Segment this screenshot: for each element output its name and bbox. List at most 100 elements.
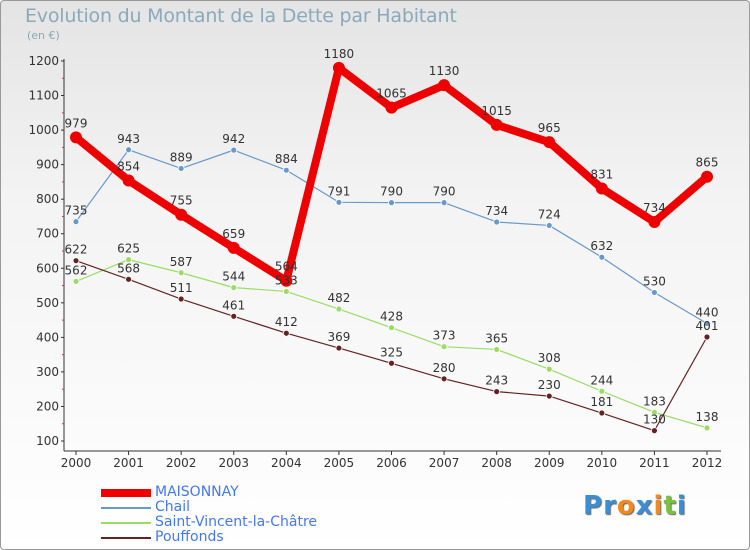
data-point (703, 333, 711, 341)
x-tick-label: 2002 (166, 456, 197, 470)
data-label: 308 (538, 351, 561, 365)
y-tick-label: 700 (36, 227, 59, 241)
data-point (282, 329, 290, 337)
data-point (651, 289, 658, 296)
logo-letter: o (616, 491, 636, 521)
data-label: 325 (380, 345, 403, 359)
data-point (72, 257, 80, 265)
y-tick-label: 100 (36, 434, 59, 448)
legend-item: Pouffonds (101, 530, 317, 545)
data-label: 735 (65, 204, 88, 218)
data-point (125, 256, 132, 264)
y-tick-label: 800 (36, 192, 59, 206)
data-point (335, 344, 343, 352)
data-point (227, 241, 240, 254)
legend-swatch (101, 506, 151, 509)
legend-label: Chail (155, 499, 191, 515)
x-tick-label: 2008 (481, 456, 512, 470)
data-label: 428 (380, 310, 403, 324)
x-tick-label: 2001 (113, 456, 144, 470)
data-label: 568 (117, 261, 140, 275)
x-tick-label: 2012 (692, 456, 723, 470)
data-label: 622 (65, 243, 88, 257)
data-label: 790 (433, 185, 456, 199)
data-point (388, 199, 395, 207)
data-label: 244 (590, 373, 613, 387)
data-point (545, 222, 553, 229)
data-label: 373 (433, 329, 456, 343)
logo-letter: r (603, 491, 617, 521)
data-label: 625 (117, 242, 140, 256)
data-point (598, 387, 606, 395)
data-label: 138 (696, 410, 719, 424)
data-point (335, 305, 343, 313)
data-point (385, 101, 398, 114)
y-tick-label: 400 (36, 330, 59, 344)
y-tick-label: 900 (36, 158, 59, 172)
legend-item: Saint-Vincent-la-Châtre (101, 515, 317, 530)
data-point (125, 146, 132, 154)
data-label: 632 (590, 239, 613, 253)
data-point (177, 165, 185, 172)
data-point (651, 408, 658, 416)
data-label: 734 (485, 204, 508, 218)
data-label: 564 (275, 260, 298, 274)
x-tick-label: 2004 (271, 456, 302, 470)
logo-letter: i (653, 491, 664, 521)
data-point (440, 343, 448, 351)
legend-swatch (101, 521, 151, 524)
data-point (543, 136, 556, 149)
proxiti-logo: Proxiti (583, 491, 687, 521)
data-label: 440 (696, 306, 719, 320)
data-label: 884 (275, 152, 298, 166)
data-label: 724 (538, 207, 561, 221)
legend-item: Chail (101, 500, 317, 515)
data-point (598, 253, 606, 261)
data-point (175, 208, 188, 221)
legend-swatch (101, 536, 151, 539)
data-label: 243 (485, 374, 508, 388)
y-tick-label: 600 (36, 261, 59, 275)
data-point (440, 199, 448, 207)
data-label: 130 (643, 413, 666, 427)
data-label: 942 (222, 132, 245, 146)
data-point (282, 166, 290, 174)
data-label: 181 (590, 395, 613, 409)
data-point (388, 324, 395, 332)
data-point (490, 118, 503, 131)
data-label: 1065 (376, 87, 407, 101)
data-label: 790 (380, 185, 403, 199)
data-point (177, 269, 185, 277)
data-point (545, 365, 553, 373)
data-point (388, 359, 395, 367)
data-label: 183 (643, 394, 666, 408)
data-point (598, 409, 606, 417)
data-point (70, 131, 82, 144)
legend-label: Pouffonds (155, 529, 224, 545)
data-point (280, 274, 293, 287)
chart-unit-label: (en €) (27, 29, 60, 42)
x-tick-label: 2011 (639, 456, 670, 470)
data-label: 530 (643, 274, 666, 288)
data-point (177, 295, 185, 303)
y-tick-label: 300 (36, 365, 59, 379)
data-point (703, 320, 711, 327)
data-label: 401 (696, 319, 719, 333)
chart-legend: MAISONNAY Chail Saint-Vincent-la-Châtre Pou… (101, 485, 317, 545)
data-point (72, 277, 80, 285)
data-label: 1130 (429, 64, 460, 78)
logo-letter: i (676, 491, 687, 521)
x-tick-label: 2005 (324, 456, 355, 470)
data-label: 734 (643, 201, 666, 215)
data-label: 854 (117, 160, 140, 174)
data-point (545, 392, 553, 400)
data-label: 965 (538, 121, 561, 135)
data-point (332, 61, 345, 74)
data-label: 587 (170, 255, 193, 269)
x-tick-label: 2007 (429, 456, 460, 470)
data-label: 511 (170, 281, 193, 295)
data-label: 1180 (324, 47, 355, 61)
y-tick-label: 1000 (28, 123, 59, 137)
chart-title: Evolution du Montant de la Dette par Hab… (25, 5, 457, 27)
